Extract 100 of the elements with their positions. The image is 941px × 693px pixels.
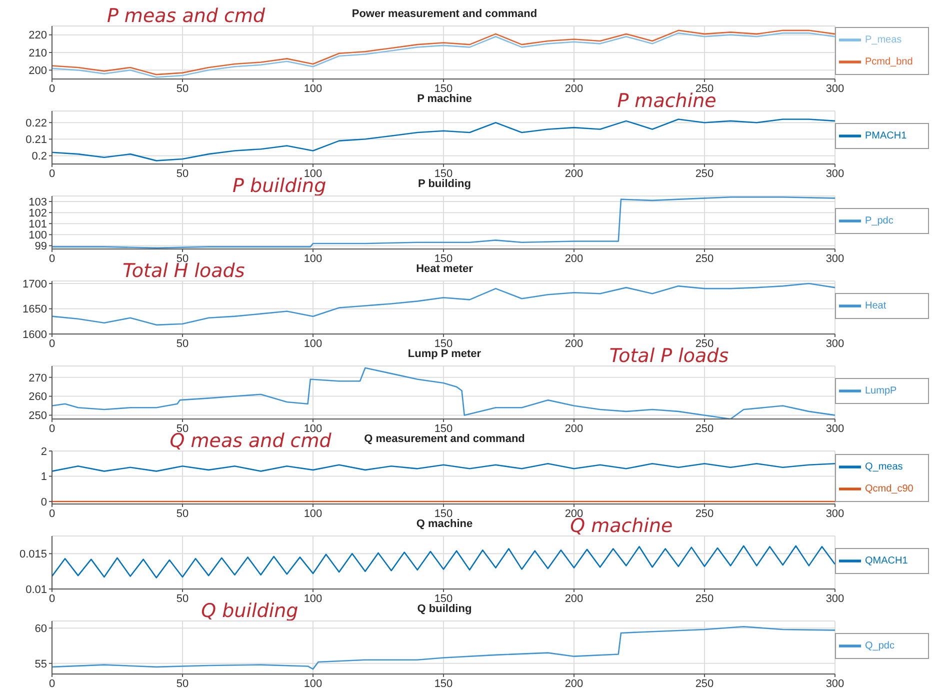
y-tick-label: 101 <box>28 218 47 231</box>
y-tick-label: 0.01 <box>26 584 47 596</box>
y-tick-label: 99 <box>34 240 47 253</box>
line-series <box>52 118 835 162</box>
x-tick-label: 50 <box>176 82 189 95</box>
legend-label: P_pdc <box>865 215 894 226</box>
x-tick-label: 300 <box>826 168 844 180</box>
x-tick-label: 300 <box>826 592 844 605</box>
x-tick-label: 100 <box>304 338 322 350</box>
x-tick-label: 250 <box>695 422 714 435</box>
y-tick-label: 1700 <box>22 278 47 290</box>
y-tick-label: 0.2 <box>32 150 47 163</box>
line-series <box>52 462 835 472</box>
x-tick-label: 100 <box>304 168 322 180</box>
chart-title: P building <box>418 178 471 190</box>
legend-label: P_meas <box>865 34 902 46</box>
x-tick-label: 100 <box>304 252 322 265</box>
x-tick-label: 150 <box>434 508 453 520</box>
x-tick-label: 200 <box>564 168 584 180</box>
x-tick-label: 100 <box>304 678 322 690</box>
x-tick-label: 200 <box>564 338 584 350</box>
x-tick-label: 0 <box>48 82 56 95</box>
legend-label: Q_pdc <box>865 640 894 652</box>
line-series <box>52 367 835 419</box>
y-tick-label: 210 <box>28 47 47 60</box>
x-tick-label: 100 <box>304 82 322 95</box>
x-tick-label: 250 <box>695 678 714 690</box>
y-tick-label: 2 <box>40 446 47 458</box>
y-tick-label: 102 <box>28 207 47 220</box>
x-tick-label: 150 <box>434 252 453 265</box>
x-tick-label: 150 <box>434 678 453 690</box>
y-tick-label: 0.015 <box>19 548 47 561</box>
x-tick-label: 250 <box>695 168 714 180</box>
x-tick-label: 200 <box>564 592 584 605</box>
x-tick-label: 250 <box>695 592 714 605</box>
legend-label: LumpP <box>865 385 897 396</box>
x-tick-label: 200 <box>564 252 584 265</box>
chart-title: Q building <box>417 603 472 615</box>
legend-label: Heat <box>865 300 886 312</box>
x-tick-label: 300 <box>826 508 844 520</box>
annotation: P meas and cmd <box>106 5 266 27</box>
x-tick-label: 250 <box>695 508 714 520</box>
x-tick-label: 0 <box>48 592 56 605</box>
x-tick-label: 250 <box>695 338 714 350</box>
y-tick-label: 103 <box>28 196 47 208</box>
x-tick-label: 100 <box>304 592 322 605</box>
x-tick-label: 50 <box>176 592 189 605</box>
legend-label: Pcmd_bnd <box>865 56 913 68</box>
x-tick-label: 0 <box>48 338 56 350</box>
line-series <box>52 196 835 249</box>
x-tick-label: 300 <box>826 252 844 265</box>
y-tick-label: 220 <box>28 30 47 42</box>
y-tick-label: 1600 <box>22 328 47 341</box>
y-tick-label: 200 <box>28 65 47 78</box>
x-tick-label: 50 <box>176 678 189 690</box>
y-tick-label: 0.21 <box>26 134 47 146</box>
y-tick-label: 60 <box>34 622 47 635</box>
chart-title: Q machine <box>416 518 473 530</box>
x-tick-label: 50 <box>176 338 189 350</box>
y-tick-label: 1 <box>40 471 47 484</box>
x-tick-label: 250 <box>695 252 714 265</box>
x-tick-label: 150 <box>434 338 453 350</box>
x-tick-label: 300 <box>826 338 844 350</box>
annotation: Q building <box>201 600 298 622</box>
x-tick-label: 150 <box>434 168 453 180</box>
legend-label: Qcmd_c90 <box>865 484 914 495</box>
x-tick-label: 150 <box>434 422 453 435</box>
x-tick-label: 0 <box>48 252 56 265</box>
y-tick-label: 250 <box>28 410 47 422</box>
x-tick-label: 200 <box>564 678 584 690</box>
chart-title: Power measurement and command <box>352 8 538 20</box>
x-tick-label: 150 <box>434 592 453 605</box>
chart-title: P machine <box>417 93 472 105</box>
chart-title: Q measurement and command <box>364 433 525 445</box>
x-tick-label: 0 <box>48 168 56 180</box>
y-tick-label: 55 <box>34 658 47 670</box>
chart-title: Heat meter <box>416 263 473 275</box>
x-tick-label: 50 <box>176 168 189 180</box>
x-tick-label: 300 <box>826 422 844 435</box>
y-tick-label: 270 <box>28 372 47 384</box>
x-tick-label: 0 <box>48 678 56 690</box>
y-tick-label: 1650 <box>22 304 47 316</box>
x-tick-label: 150 <box>434 82 453 95</box>
line-series <box>52 626 835 670</box>
y-tick-label: 260 <box>28 391 47 404</box>
x-tick-label: 100 <box>304 422 322 435</box>
legend-label: QMACH1 <box>865 555 908 566</box>
x-tick-label: 300 <box>826 82 844 95</box>
legend-label: PMACH1 <box>865 130 907 142</box>
y-tick-label: 100 <box>28 230 47 242</box>
chart-title: Lump P meter <box>408 348 482 360</box>
x-tick-label: 200 <box>564 422 584 435</box>
x-tick-label: 0 <box>48 422 56 435</box>
y-tick-label: 0 <box>40 496 47 508</box>
y-tick-label: 0.22 <box>26 118 47 130</box>
x-tick-label: 0 <box>48 508 56 520</box>
line-series <box>52 545 835 578</box>
x-tick-label: 100 <box>304 508 322 520</box>
x-tick-label: 50 <box>176 508 189 520</box>
x-tick-label: 250 <box>695 82 714 95</box>
